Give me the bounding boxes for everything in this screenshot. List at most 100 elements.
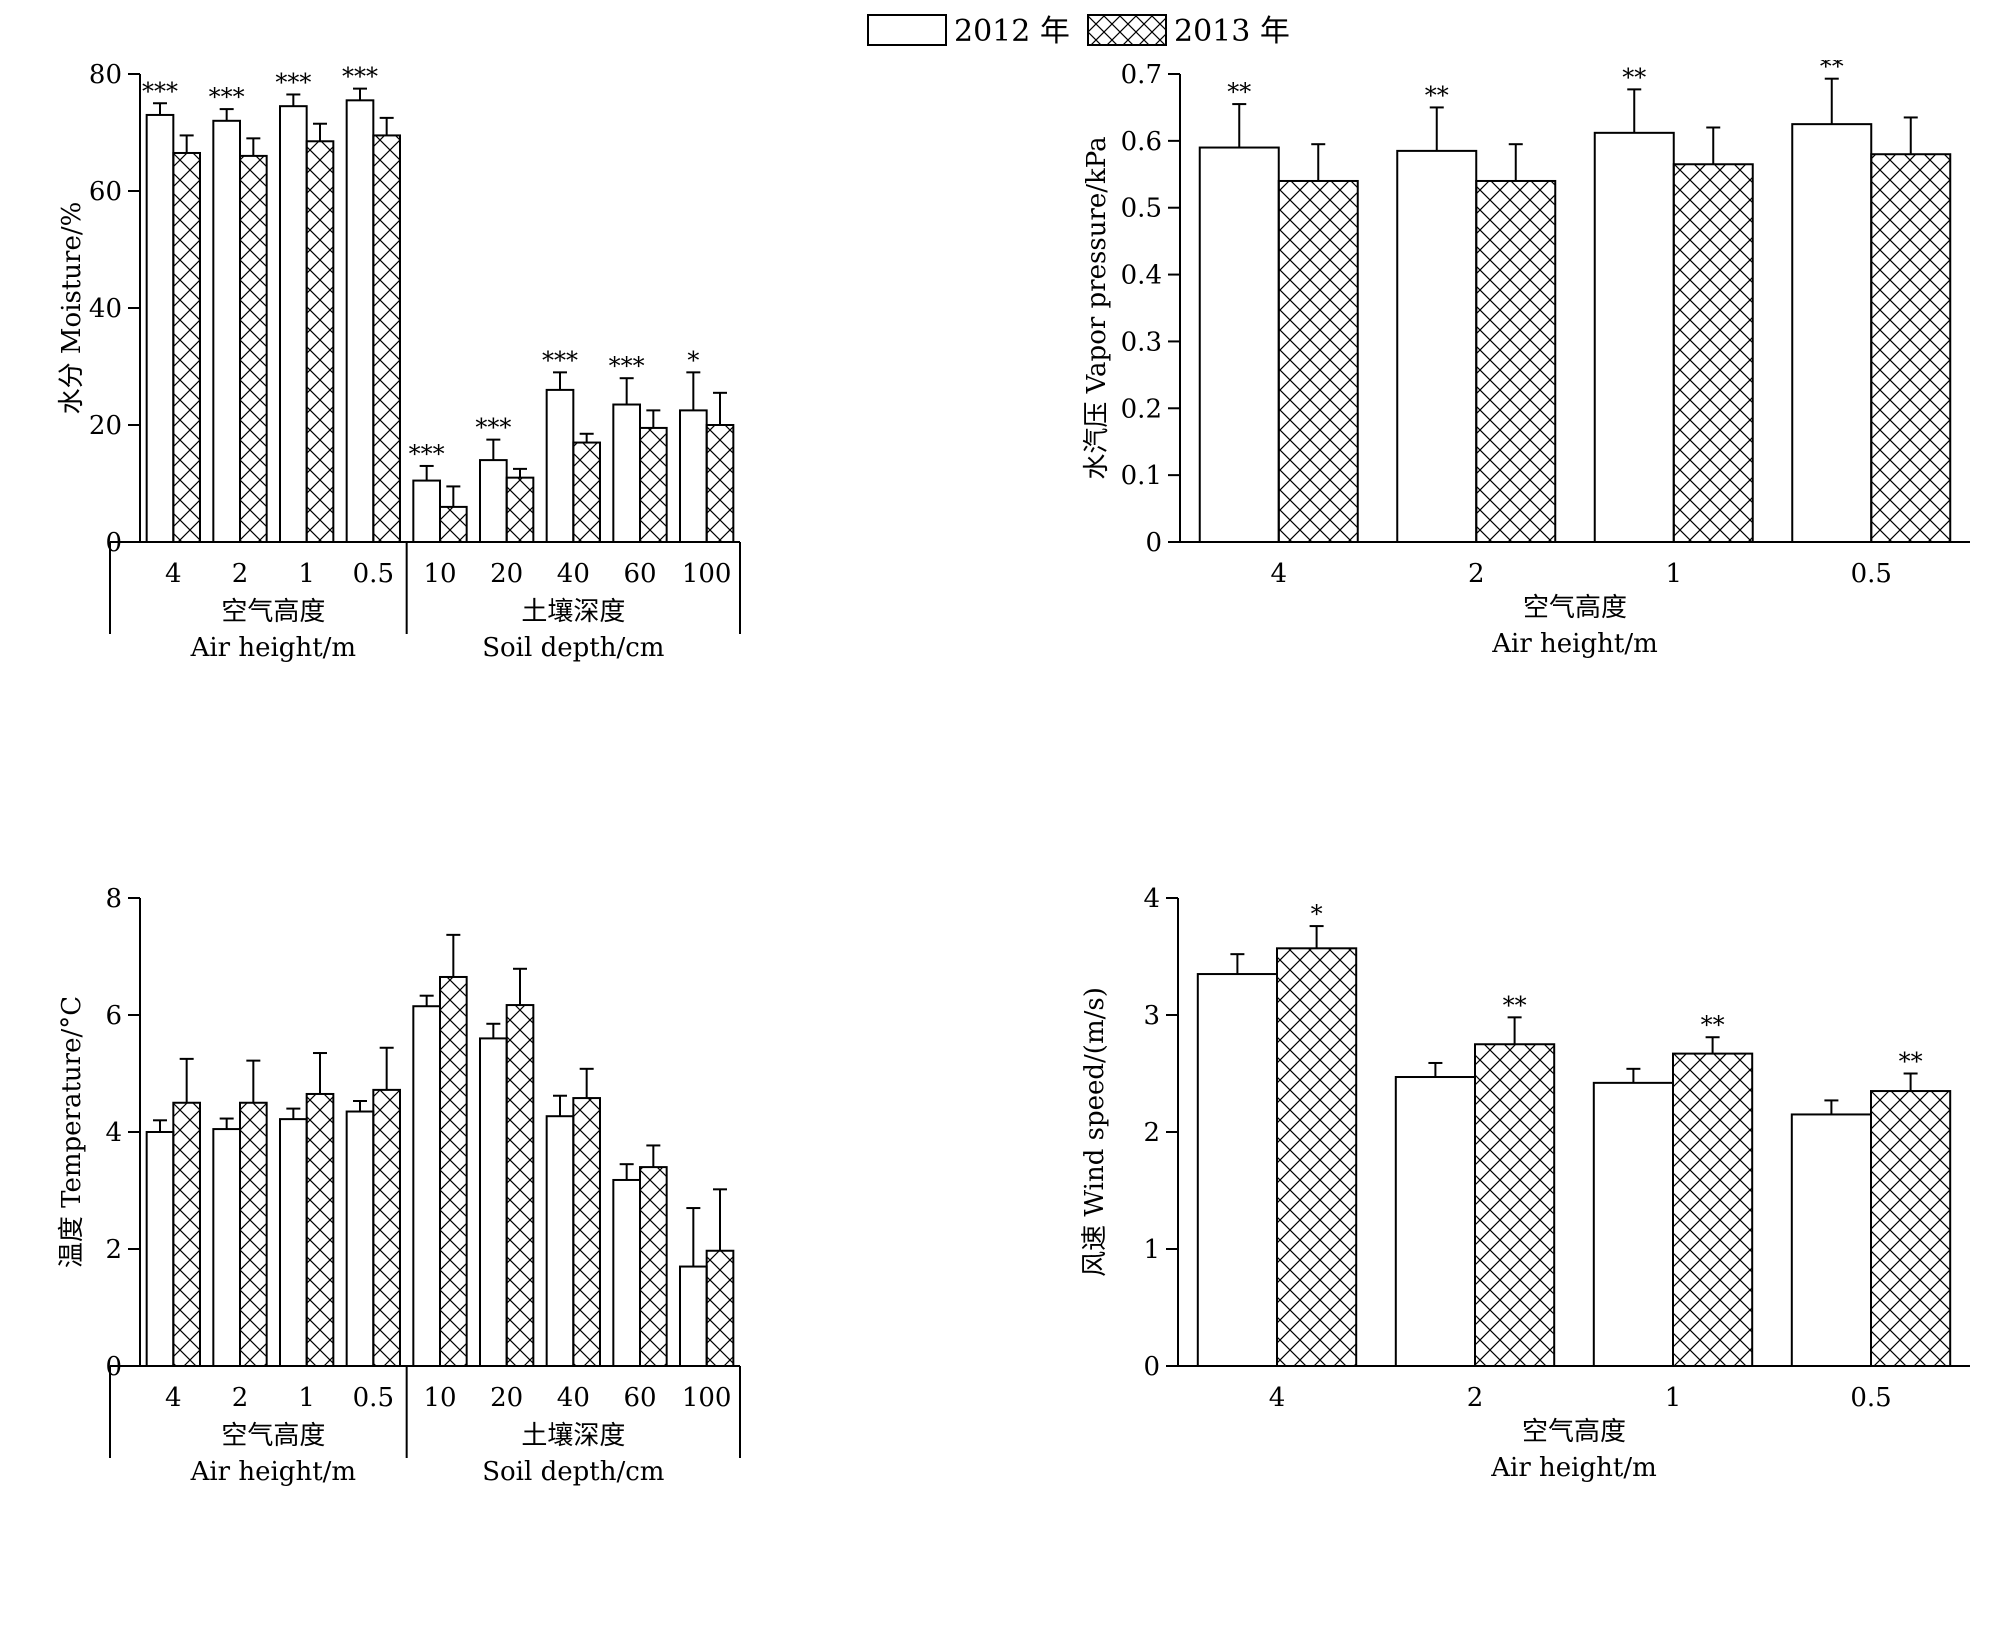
moisture-significance-label: *** — [409, 440, 445, 468]
temperature-bar-2012-10 — [412, 1005, 442, 1367]
vapor-significance-label: ** — [1227, 78, 1251, 106]
vapor-y-tick-label: 0.2 — [1121, 394, 1162, 424]
moisture-x-tick-label: 100 — [682, 559, 732, 589]
wind-bar-2012-2 — [1394, 1076, 1476, 1367]
chart-legend: 2012 年 2013 年 — [0, 0, 2008, 70]
temperature-bar-2012-40 — [545, 1115, 575, 1367]
temperature-chart: 0 2 4 6 8 温度 Temperature/°C 4 2 1 0.5 10 20 40 60 100 空… — [40, 870, 990, 1642]
moisture-bar-2013-40 — [572, 441, 601, 543]
wind-significance-label: ** — [1899, 1048, 1923, 1076]
moisture-bar-2012-20 — [479, 459, 508, 544]
vapor-bar-2013-0.5 — [1870, 153, 1952, 543]
wind-bar-2013-4 — [1276, 947, 1358, 1367]
temperature-x-tick-label: 40 — [557, 1383, 590, 1413]
wind-bar-2012-0.5 — [1790, 1113, 1872, 1367]
temperature-x-tick-label: 20 — [490, 1383, 523, 1413]
moisture-significance-label: *** — [609, 352, 645, 380]
wind-x-tick-label: 4 — [1269, 1383, 1286, 1413]
moisture-x-tick-label: 10 — [423, 559, 456, 589]
temperature-x-tick-label: 1 — [298, 1383, 315, 1413]
moisture-bar-2012-40 — [545, 388, 575, 543]
moisture-bar-2012-2 — [212, 119, 241, 544]
temperature-y-tick-label: 4 — [105, 1118, 122, 1148]
temperature-x-group-title-en: Soil depth/cm — [482, 1457, 664, 1487]
moisture-significance-label: *** — [209, 83, 245, 111]
vapor-significance-label: ** — [1820, 60, 1844, 81]
wind-x-group-title-en: Air height/m — [1490, 1453, 1656, 1483]
vapor-y-axis-title: 水汽压 Vapor pressure/kPa — [1082, 136, 1112, 479]
moisture-x-tick-label: 2 — [232, 559, 249, 589]
wind-bar-2013-1 — [1672, 1052, 1754, 1368]
vapor-bar-2013-2 — [1475, 179, 1557, 543]
legend-label-2012: 2012 年 — [954, 14, 1070, 49]
temperature-y-axis-title: 温度 Temperature/°C — [57, 996, 87, 1268]
moisture-bar-2013-0.5 — [372, 134, 402, 544]
moisture-bar-2012-1 — [279, 105, 308, 544]
temperature-y-tick-label: 2 — [105, 1235, 122, 1265]
moisture-significance-label: *** — [542, 346, 578, 374]
vapor-bar-2012-1 — [1593, 131, 1675, 543]
moisture-bar-2013-10 — [439, 505, 468, 543]
moisture-bar-2012-60 — [612, 403, 641, 543]
moisture-y-tick-label: 80 — [89, 60, 122, 90]
temperature-x-group-title-en: Air height/m — [190, 1457, 356, 1487]
moisture-chart: 0 20 40 60 80 水分 Moisture/% *** 4 *** 2 *** 1 *** 0.5… — [40, 60, 990, 840]
wind-y-tick-label: 4 — [1143, 884, 1160, 914]
legend-label-2013: 2013 年 — [1174, 14, 1290, 49]
vapor-x-tick-label: 4 — [1270, 559, 1287, 589]
temperature-bar-2012-0.5 — [345, 1110, 375, 1367]
vapor-bar-2013-4 — [1277, 179, 1359, 543]
moisture-x-tick-label: 60 — [623, 559, 656, 589]
wind-significance-label: ** — [1503, 991, 1527, 1019]
temperature-bar-2012-4 — [145, 1131, 175, 1367]
temperature-bar-2012-60 — [612, 1178, 641, 1367]
moisture-bar-2012-100 — [679, 409, 708, 543]
vapor-x-group-title-cn: 空气高度 — [1523, 593, 1627, 623]
temperature-y-tick-label: 6 — [105, 1001, 122, 1031]
moisture-bar-2013-60 — [639, 426, 668, 543]
moisture-bar-2012-0.5 — [345, 99, 375, 543]
moisture-bar-2013-100 — [705, 424, 735, 543]
moisture-bar-2013-20 — [505, 476, 535, 543]
temperature-bar-2012-20 — [479, 1037, 508, 1367]
vapor-x-group-title-en: Air height/m — [1491, 629, 1657, 659]
temperature-y-tick-label: 8 — [105, 884, 122, 914]
moisture-x-tick-label: 20 — [490, 559, 523, 589]
vapor-bar-2012-4 — [1198, 146, 1280, 544]
temperature-x-tick-label: 4 — [165, 1383, 182, 1413]
vapor-y-tick-label: 0.4 — [1121, 261, 1162, 291]
temperature-x-group-title-cn: 空气高度 — [221, 1421, 325, 1451]
moisture-x-group-title-en: Soil depth/cm — [482, 633, 664, 663]
vapor-bar-2012-0.5 — [1791, 123, 1873, 544]
vapor-pressure-chart: 0 0.1 0.2 0.3 0.4 0.5 0.6 0.7 水汽压 Vapor pressure… — [1030, 53, 1990, 840]
wind-significance-label: ** — [1701, 1011, 1725, 1039]
temperature-bar-2013-20 — [505, 1004, 535, 1367]
wind-y-tick-label: 0 — [1143, 1352, 1160, 1382]
temperature-bar-2013-10 — [439, 975, 468, 1367]
moisture-x-tick-label: 1 — [298, 559, 315, 589]
moisture-significance-label: *** — [475, 414, 511, 442]
temperature-x-tick-label: 60 — [623, 1383, 656, 1413]
wind-x-tick-label: 1 — [1665, 1383, 1682, 1413]
vapor-y-tick-label: 0.7 — [1121, 60, 1162, 90]
moisture-significance-label: *** — [342, 63, 378, 91]
temperature-x-tick-label: 10 — [423, 1383, 456, 1413]
vapor-significance-label: ** — [1622, 63, 1646, 91]
moisture-y-axis-title: 水分 Moisture/% — [57, 202, 87, 415]
temperature-bar-2012-1 — [279, 1118, 308, 1367]
temperature-x-tick-label: 0.5 — [353, 1383, 394, 1413]
moisture-bar-2013-4 — [172, 151, 201, 543]
temperature-bar-2013-2 — [239, 1101, 268, 1367]
wind-x-tick-label: 2 — [1467, 1383, 1484, 1413]
wind-y-tick-label: 3 — [1143, 1001, 1160, 1031]
vapor-pressure-chart-svg: 0 0.1 0.2 0.3 0.4 0.5 0.6 0.7 水汽压 Vapor pressure… — [1082, 53, 1970, 659]
wind-y-tick-label: 1 — [1143, 1235, 1160, 1265]
temperature-bar-2013-60 — [639, 1166, 668, 1367]
moisture-significance-label: *** — [275, 68, 311, 96]
vapor-bar-2012-2 — [1396, 149, 1478, 543]
wind-bar-2012-1 — [1592, 1081, 1674, 1368]
moisture-x-tick-label: 4 — [165, 559, 182, 589]
temperature-bar-2013-100 — [705, 1249, 735, 1368]
moisture-y-tick-label: 20 — [89, 411, 122, 441]
